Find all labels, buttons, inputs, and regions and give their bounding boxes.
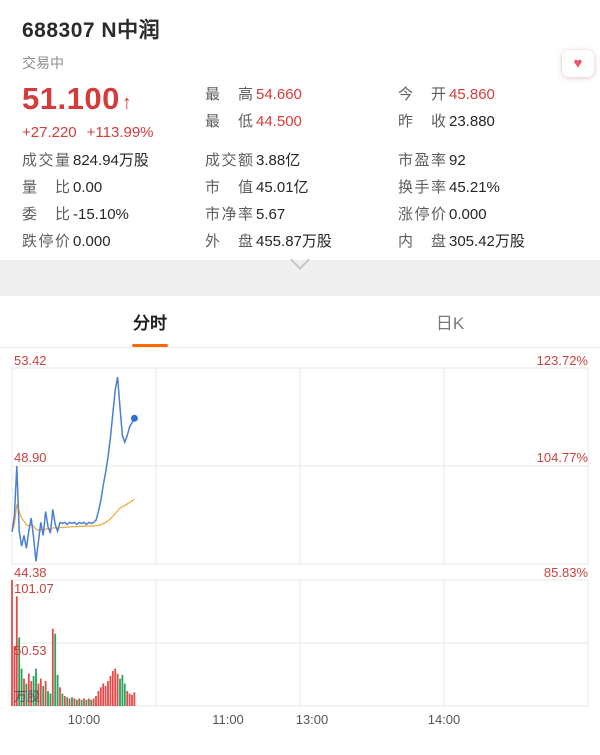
chart-tab-bar: 分时 日K	[0, 296, 600, 348]
stat-open: 今 开 45.860	[398, 86, 495, 103]
volume-axis-max: 101.07	[14, 581, 54, 596]
price-change: +27.220	[22, 124, 77, 141]
time-axis-label: 14:00	[427, 712, 461, 727]
quote-col-high-low: 最 高 54.660 最 低 44.500	[205, 81, 398, 141]
stat-volume-ratio: 量 比 0.00	[22, 179, 103, 196]
stats-grid: 成交量 824.94万股 成交额 3.88亿 市盈率 92 量 比 0.00 市 值 45…	[0, 147, 600, 255]
stat-pb-ratio: 市净率 5.67	[205, 206, 286, 223]
tab-intraday[interactable]: 分时	[0, 296, 300, 347]
price-change-percent: +113.99%	[86, 124, 154, 141]
time-axis-label: 10:00	[67, 712, 101, 727]
favorite-button[interactable]: ♥	[562, 50, 594, 77]
price-axis-max: 53.42	[14, 353, 47, 368]
current-price: 51.100	[22, 81, 120, 116]
stat-limit-down: 跌停价 0.000	[22, 233, 111, 250]
stat-pe-ratio: 市盈率 92	[398, 152, 466, 169]
percent-axis-min: 85.83%	[543, 565, 588, 580]
volume-axis-mid: 50.53	[14, 643, 47, 658]
stat-inner-volume: 内 盘 305.42万股	[398, 233, 525, 250]
percent-axis-max: 123.72%	[536, 353, 588, 368]
up-arrow-icon: ↑	[121, 92, 132, 114]
stat-market-cap: 市 值 45.01亿	[205, 179, 309, 196]
stock-header-card: 688307 N中润 交易中 ♥ 51.100 ↑ +27.220 +113.9…	[0, 0, 600, 270]
stock-title: 688307 N中润	[22, 19, 161, 42]
stat-turnover: 成交额 3.88亿	[205, 152, 301, 169]
stat-outer-volume: 外 盘 455.87万股	[205, 233, 332, 250]
intraday-chart[interactable]: 53.42 48.90 44.38 123.72% 104.77% 85.83%…	[0, 348, 600, 755]
heart-icon: ♥	[573, 55, 583, 72]
stat-turnover-rate: 换手率 45.21%	[398, 179, 500, 196]
chart-card: 分时 日K 53.42 48.90 44.38 123.72% 104.77% …	[0, 296, 600, 755]
price-axis-mid: 48.90	[14, 450, 47, 465]
stat-bid-ratio: 委 比 -15.10%	[22, 206, 129, 223]
stat-limit-up: 涨停价 0.000	[398, 206, 487, 223]
stat-prev-close: 昨 收 23.880	[398, 113, 495, 130]
trading-status: 交易中	[22, 55, 64, 71]
tab-daily-k[interactable]: 日K	[435, 314, 465, 333]
time-axis-label: 13:00	[295, 712, 329, 727]
percent-axis-mid: 104.77%	[536, 450, 588, 465]
quote-col-open-close: 今 开 45.860 昨 收 23.880	[398, 81, 600, 141]
time-axis-label: 11:00	[212, 712, 244, 727]
stat-volume: 成交量 824.94万股	[22, 152, 149, 169]
price-axis-min: 44.38	[14, 565, 47, 580]
price-block: 51.100 ↑ +27.220 +113.99%	[22, 81, 205, 141]
stat-high: 最 高 54.660	[205, 86, 302, 103]
volume-unit-label: 万股	[14, 689, 41, 704]
stat-low: 最 低 44.500	[205, 113, 302, 130]
active-tab-underline	[132, 344, 168, 347]
chart-canvas	[11, 367, 589, 707]
